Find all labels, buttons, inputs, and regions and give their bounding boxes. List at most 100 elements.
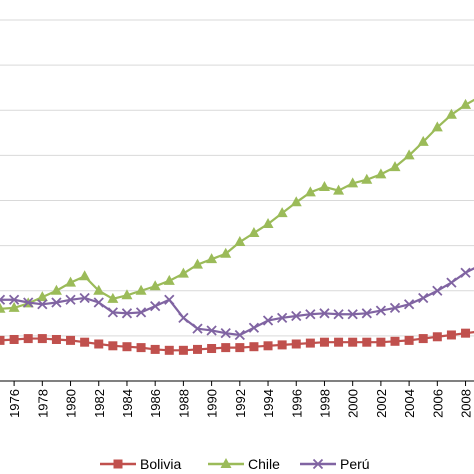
- data-point: [361, 308, 372, 319]
- x-tick-label: 1980: [64, 389, 79, 418]
- data-point: [234, 236, 246, 247]
- data-point: [220, 328, 231, 339]
- data-point: [79, 270, 91, 281]
- data-point: [51, 297, 62, 308]
- data-point: [164, 345, 174, 355]
- data-point: [0, 302, 6, 313]
- series-chile: [0, 98, 474, 313]
- data-point: [291, 310, 302, 322]
- data-point: [347, 309, 358, 320]
- data-point: [135, 307, 147, 318]
- data-point: [66, 335, 76, 345]
- data-point: [403, 149, 415, 160]
- data-point: [291, 339, 301, 349]
- data-point: [375, 305, 387, 316]
- data-point: [23, 297, 34, 308]
- data-point: [376, 337, 386, 347]
- data-point: [277, 340, 287, 350]
- data-point: [50, 284, 62, 295]
- data-point: [249, 342, 259, 352]
- data-point: [418, 292, 429, 304]
- data-point: [305, 338, 315, 348]
- series-line: [0, 98, 474, 310]
- data-point: [135, 284, 147, 295]
- data-point: [403, 299, 415, 310]
- x-tick-label: 1984: [120, 389, 135, 418]
- data-point: [446, 277, 457, 288]
- data-point: [65, 294, 76, 305]
- data-point: [192, 323, 203, 334]
- data-point: [163, 274, 175, 285]
- data-point: [276, 207, 288, 218]
- data-point: [390, 336, 400, 346]
- data-point: [177, 267, 189, 278]
- series-bolivia: [0, 328, 474, 355]
- legend-item: Bolivia: [100, 456, 181, 472]
- data-point: [178, 345, 188, 355]
- x-tick-label: 1988: [176, 389, 191, 418]
- data-point: [221, 343, 231, 353]
- data-point: [235, 343, 245, 353]
- data-point: [93, 297, 104, 308]
- data-point: [164, 294, 175, 305]
- x-tick-label: 2002: [374, 389, 389, 418]
- x-tick-label: 2006: [430, 389, 445, 418]
- data-point: [113, 459, 123, 469]
- data-point: [94, 339, 104, 349]
- data-point: [8, 294, 20, 305]
- data-point: [8, 301, 20, 312]
- data-point: [37, 334, 47, 344]
- data-point: [149, 280, 161, 291]
- data-point: [192, 258, 203, 269]
- data-point: [389, 302, 401, 314]
- data-point: [93, 284, 105, 295]
- data-point: [277, 312, 288, 323]
- data-point: [0, 335, 5, 345]
- legend-label: Bolivia: [140, 456, 181, 472]
- data-point: [334, 337, 344, 347]
- data-point: [108, 341, 118, 351]
- data-point: [136, 343, 146, 353]
- data-point: [0, 294, 6, 305]
- data-point: [234, 329, 245, 341]
- x-tick-label: 1996: [289, 389, 304, 418]
- data-point: [389, 161, 401, 172]
- data-point: [121, 289, 133, 300]
- data-point: [333, 309, 344, 320]
- data-point: [220, 458, 232, 468]
- data-point: [220, 247, 232, 258]
- data-point: [304, 186, 316, 197]
- data-point: [178, 312, 189, 323]
- data-point: [263, 341, 273, 351]
- x-tick-label: 1986: [148, 389, 163, 418]
- data-point: [431, 121, 443, 132]
- x-tick-label: 2000: [346, 389, 361, 418]
- data-point: [65, 276, 77, 287]
- data-point: [207, 344, 217, 354]
- x-tick-label: 1976: [7, 389, 22, 418]
- x-tick-label: 2008: [459, 389, 474, 418]
- series-layer: [0, 98, 474, 355]
- data-point: [348, 337, 358, 347]
- data-point: [80, 337, 90, 347]
- data-point: [23, 334, 33, 344]
- data-point: [318, 180, 330, 191]
- x-tick-label: 1992: [233, 389, 248, 418]
- data-point: [79, 292, 90, 304]
- data-point: [432, 285, 443, 296]
- legend-item: Perú: [300, 456, 370, 472]
- data-point: [150, 300, 161, 312]
- data-point: [262, 217, 274, 228]
- data-point: [319, 308, 330, 319]
- x-tick-labels: 1976 1978 1980 1982 1984 1986 1988 1990 1992 1994…: [7, 381, 474, 418]
- data-point: [333, 184, 345, 195]
- data-point: [290, 196, 302, 207]
- data-point: [37, 299, 48, 310]
- x-tick-label: 2004: [402, 389, 417, 418]
- data-point: [262, 315, 274, 326]
- data-point: [122, 342, 132, 352]
- data-point: [248, 226, 260, 237]
- data-point: [36, 291, 48, 302]
- data-point: [418, 334, 428, 344]
